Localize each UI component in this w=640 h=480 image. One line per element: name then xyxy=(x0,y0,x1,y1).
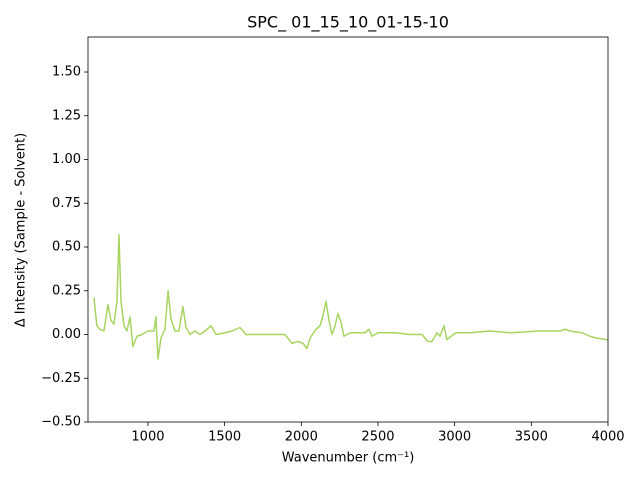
y-tick-label: 1.50 xyxy=(52,65,81,80)
plot-frame xyxy=(87,36,609,423)
data-line xyxy=(93,234,609,360)
y-tick-label: 1.00 xyxy=(52,152,81,167)
y-tick-label: 0.75 xyxy=(52,196,81,211)
y-tick-label: −0.50 xyxy=(41,415,81,430)
x-axis-label: Wavenumber (cm⁻¹) xyxy=(282,451,415,466)
chart-title: SPC_ 01_15_10_01-15-10 xyxy=(247,13,449,33)
x-tick-label: 1500 xyxy=(208,430,241,445)
x-tick-label: 1000 xyxy=(131,430,164,445)
y-axis-label: Δ Intensity (Sample - Solvent) xyxy=(14,133,29,327)
x-tick-label: 2000 xyxy=(285,430,318,445)
x-tick-label: 3000 xyxy=(438,430,471,445)
x-tick-label: 2500 xyxy=(361,430,394,445)
x-tick-label: 4000 xyxy=(591,430,624,445)
y-tick-label: 1.25 xyxy=(52,108,81,123)
y-tick-label: −0.25 xyxy=(41,371,81,386)
y-tick-label: 0.25 xyxy=(52,283,81,298)
x-tick-label: 3500 xyxy=(515,430,548,445)
y-tick-label: 0.50 xyxy=(52,240,81,255)
y-tick-label: 0.00 xyxy=(52,327,81,342)
